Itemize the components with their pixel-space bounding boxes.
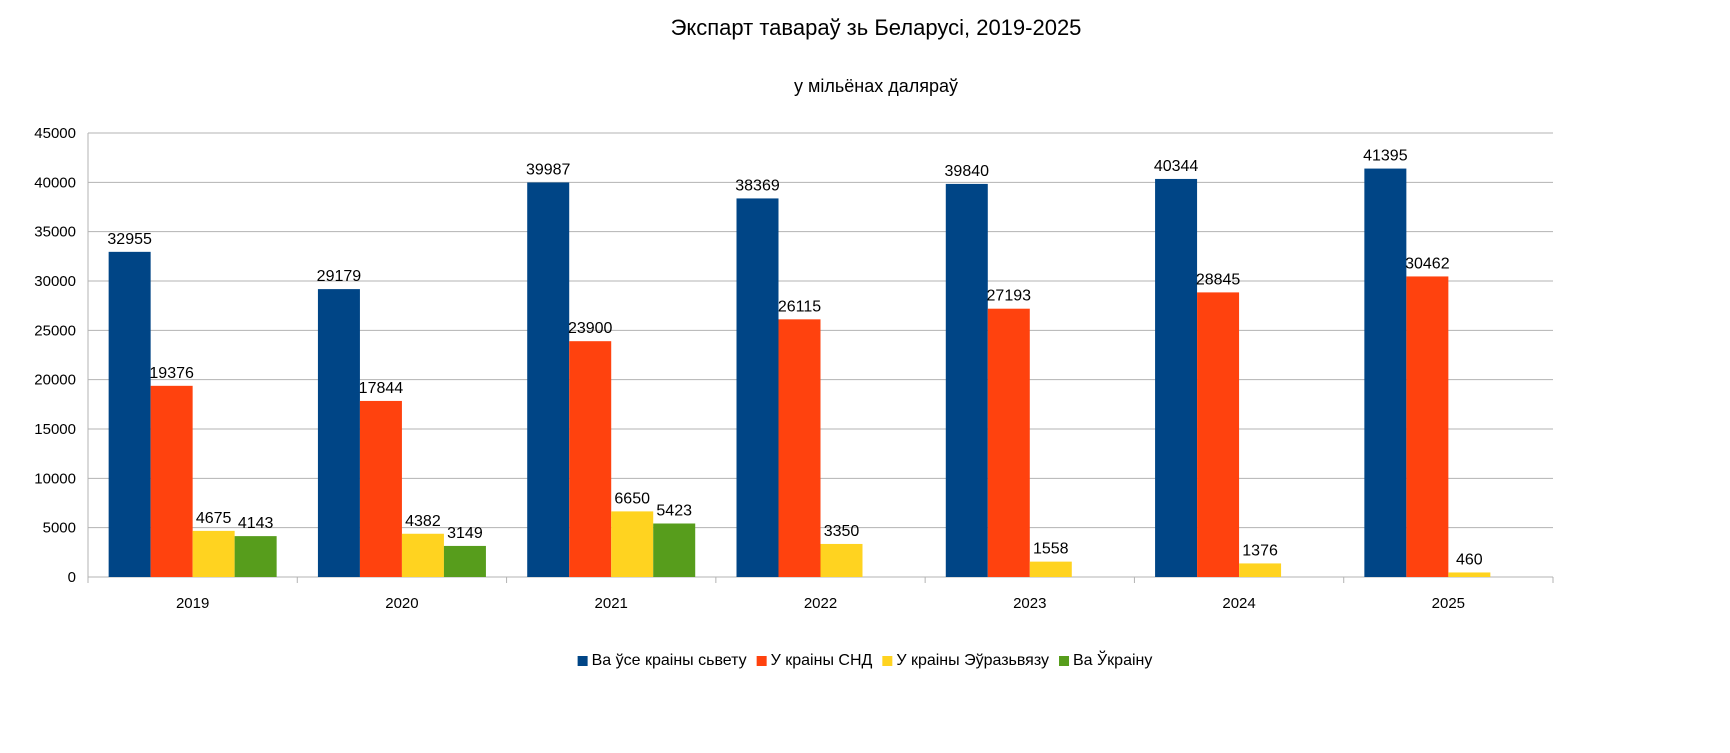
bar — [736, 198, 779, 577]
legend-item: Ва Ўкраіну — [1059, 649, 1152, 669]
bar — [611, 511, 654, 577]
legend-label: У краіны СНД — [771, 652, 873, 669]
data-label: 30462 — [1405, 255, 1450, 272]
data-label: 23900 — [568, 320, 613, 337]
chart-title: Экспарт тавараў зь Беларусі, 2019-2025 — [671, 15, 1082, 40]
bar — [1406, 276, 1449, 577]
data-label: 3149 — [447, 525, 483, 542]
legend-label: Ва ўсе краіны сьвету — [592, 652, 747, 669]
y-tick-label: 10000 — [34, 470, 76, 487]
data-label: 27193 — [987, 288, 1032, 305]
x-tick-label: 2023 — [1013, 595, 1046, 612]
bar — [1364, 168, 1407, 577]
data-label: 40344 — [1154, 158, 1199, 175]
data-label: 32955 — [107, 231, 152, 248]
y-tick-label: 25000 — [34, 322, 76, 339]
y-tick-label: 5000 — [43, 520, 76, 537]
bar — [234, 536, 277, 577]
legend: Ва ўсе краіны сьвету У краіны СНД У краіны… — [577, 649, 1152, 669]
y-tick-label: 30000 — [34, 273, 76, 290]
data-label: 17844 — [359, 380, 404, 397]
data-label: 26115 — [778, 298, 821, 315]
data-label: 29179 — [317, 268, 362, 285]
legend-swatch — [756, 656, 767, 666]
data-label: 4675 — [196, 510, 232, 527]
legend-swatch — [577, 656, 588, 666]
x-tick-label: 2022 — [804, 595, 837, 612]
data-label: 1376 — [1242, 542, 1278, 559]
y-tick-label: 35000 — [34, 224, 76, 241]
bar — [569, 341, 612, 577]
x-tick-label: 2021 — [595, 595, 628, 612]
data-label: 460 — [1456, 551, 1483, 568]
data-label: 28845 — [1196, 271, 1241, 288]
data-label: 41395 — [1363, 148, 1408, 165]
data-label: 1558 — [1033, 541, 1069, 558]
bar — [1239, 563, 1282, 577]
y-tick-label: 0 — [68, 569, 76, 586]
bar — [401, 533, 444, 577]
x-tick-label: 2019 — [176, 595, 209, 612]
data-label: 4382 — [405, 513, 441, 530]
data-label: 3350 — [824, 523, 860, 540]
bar — [108, 251, 151, 577]
y-tick-label: 40000 — [34, 174, 76, 191]
legend-swatch — [882, 656, 893, 666]
legend-label: У краіны Эўразьвязу — [896, 652, 1049, 669]
bar — [192, 530, 235, 577]
data-label: 39840 — [945, 163, 990, 180]
data-label: 4143 — [238, 515, 274, 532]
bar — [150, 385, 193, 577]
data-label: 5423 — [656, 502, 692, 519]
bar — [1029, 561, 1072, 577]
bar — [945, 183, 988, 578]
bar — [987, 308, 1030, 577]
y-tick-label: 15000 — [34, 421, 76, 438]
y-tick-label: 20000 — [34, 372, 76, 389]
data-labels: 32955 19376 4675 4143 29179 17844 4382 3149 3998… — [107, 148, 1482, 569]
bar — [820, 543, 863, 577]
bar — [1448, 572, 1491, 577]
legend-swatch — [1059, 656, 1070, 666]
bar — [359, 400, 402, 577]
data-label: 19376 — [149, 365, 194, 382]
legend-item: У краіны Эўразьвязу — [882, 652, 1049, 669]
data-label: 38369 — [735, 177, 780, 194]
legend-item: У краіны СНД — [756, 652, 873, 669]
legend-item: Ва ўсе краіны сьвету — [577, 652, 747, 669]
legend-label: Ва Ўкраіну — [1073, 649, 1152, 669]
data-label: 39987 — [526, 161, 571, 178]
bar — [317, 289, 360, 577]
x-tick-label: 2020 — [385, 595, 418, 612]
x-tick-label: 2025 — [1432, 595, 1465, 612]
data-label: 6650 — [614, 490, 650, 507]
chart-subtitle: у мільёнах даляраў — [794, 76, 958, 96]
y-tick-label: 45000 — [34, 125, 76, 142]
bars — [108, 168, 1491, 578]
axes: 0 5000 10000 15000 20000 25000 30000 35000 40000… — [34, 125, 1554, 612]
bar — [778, 319, 821, 577]
bar — [527, 182, 570, 577]
bar — [1197, 292, 1240, 577]
bar — [1155, 178, 1198, 577]
x-tick-label: 2024 — [1222, 595, 1255, 612]
bar — [653, 523, 696, 577]
bar — [443, 545, 486, 577]
